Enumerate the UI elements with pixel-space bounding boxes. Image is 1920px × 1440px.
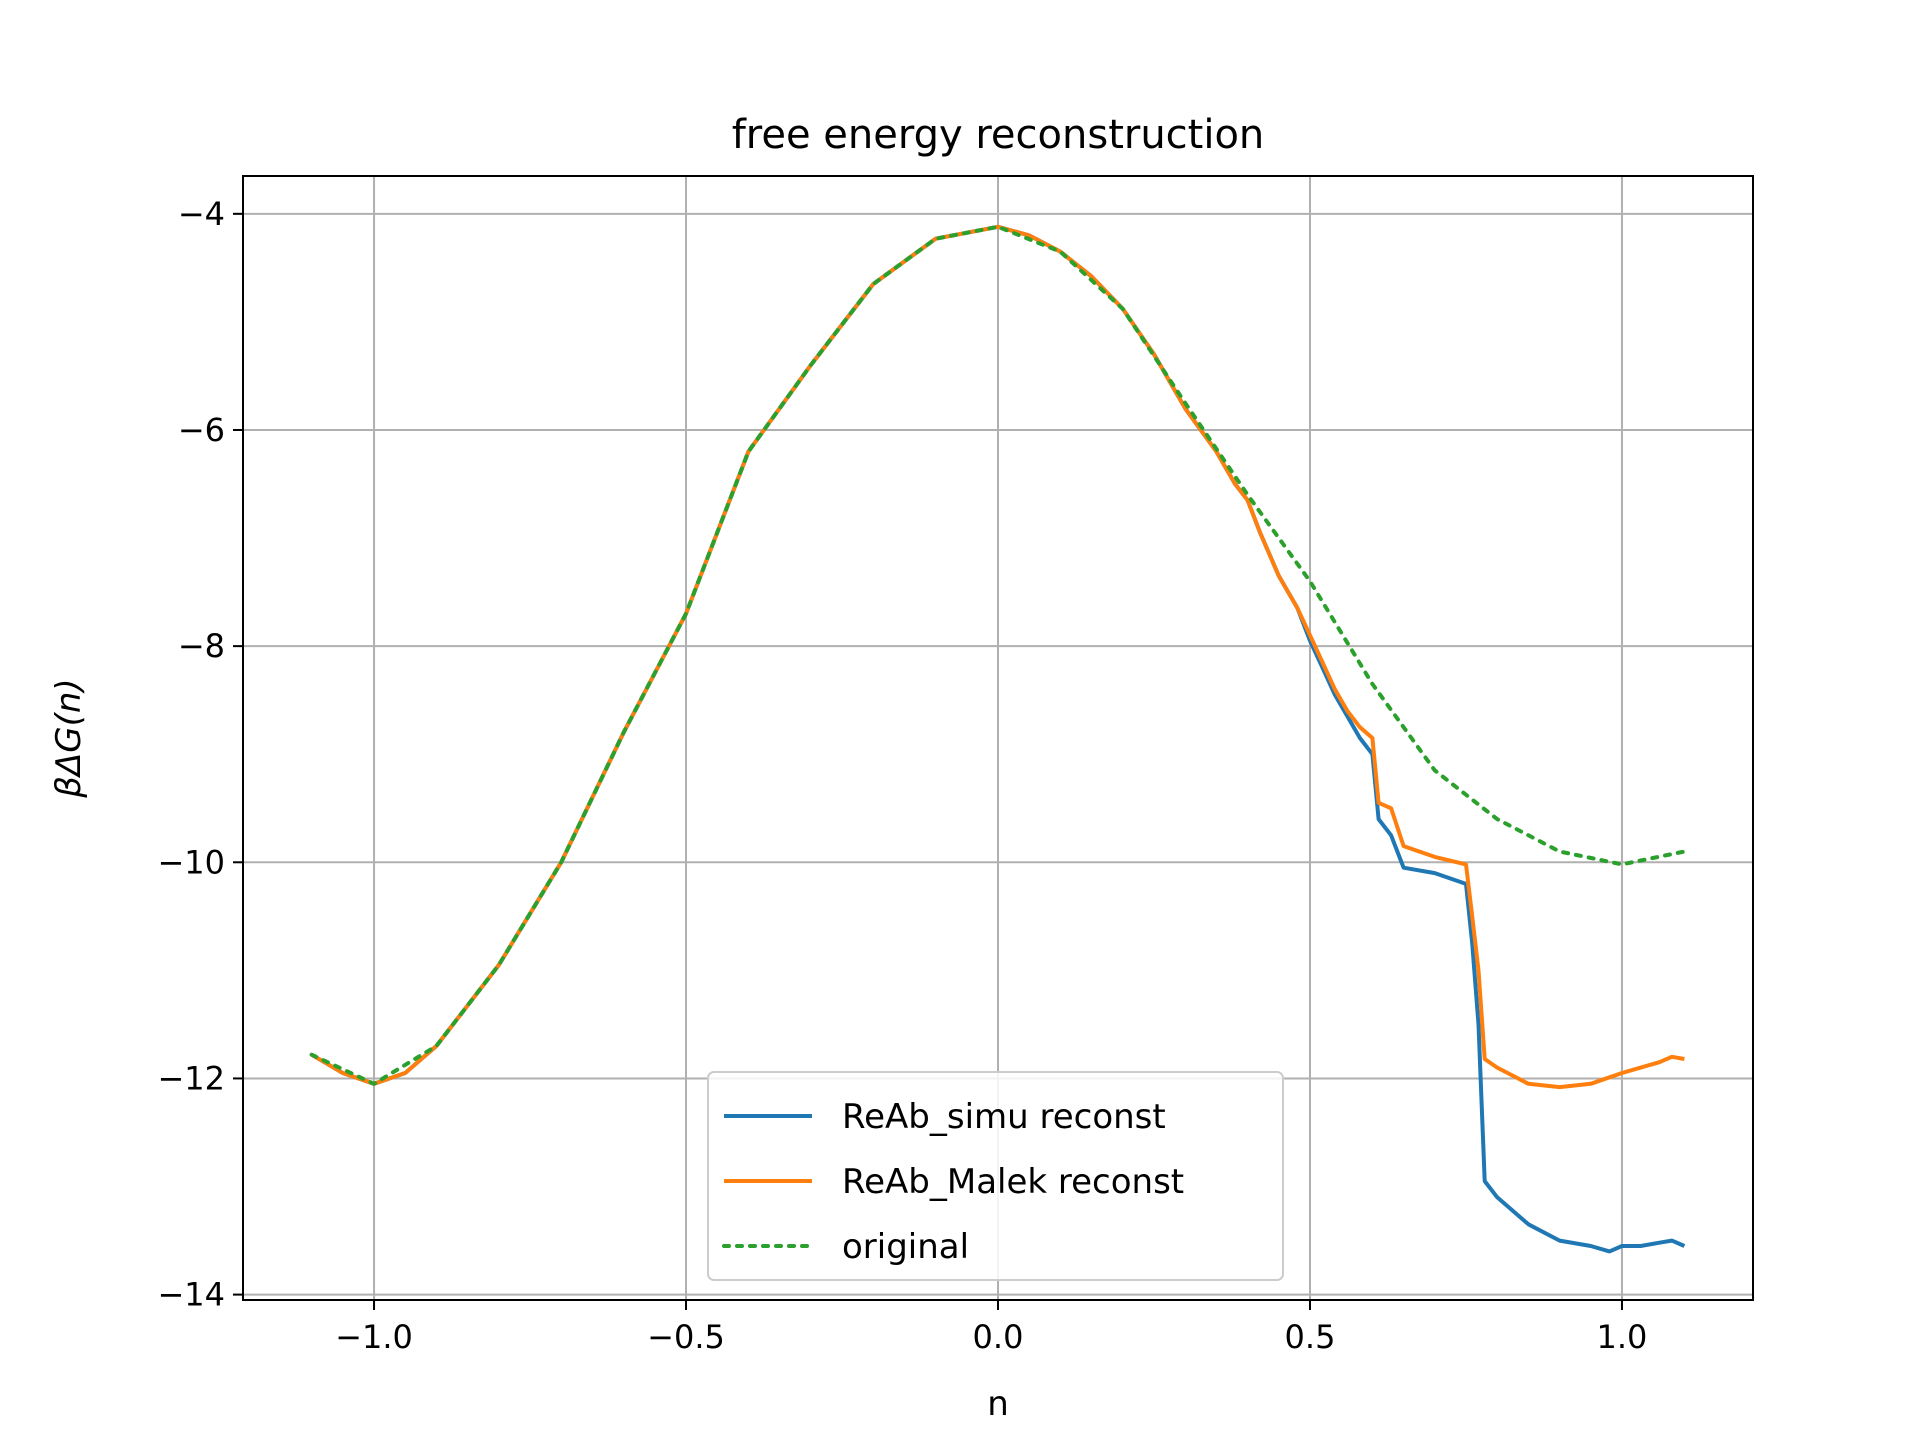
- y-tick-label: −12: [157, 1059, 225, 1097]
- y-axis-label: βΔG(n): [49, 678, 89, 798]
- x-tick-label: −0.5: [647, 1318, 725, 1356]
- series-line-2: [309, 224, 1687, 1086]
- x-ticks: −1.0 −0.5 0.0 0.5 1.0: [335, 1300, 1647, 1356]
- y-ticks: −4 −6 −8 −10 −12 −14: [157, 195, 243, 1314]
- x-tick-label: 1.0: [1597, 1318, 1648, 1356]
- axes-frame: [242, 175, 1754, 1301]
- y-tick-label: −4: [178, 195, 225, 233]
- plot-lines: [309, 224, 1687, 1254]
- x-tick-label: −1.0: [335, 1318, 413, 1356]
- y-tick-label: −10: [157, 843, 225, 881]
- x-tick-label: 0.0: [973, 1318, 1024, 1356]
- legend-label-0: ReAb_simu reconst: [842, 1097, 1166, 1137]
- x-axis-label: n: [987, 1384, 1009, 1424]
- legend-label-1: ReAb_Malek reconst: [842, 1162, 1184, 1202]
- legend-box: [707, 1071, 1284, 1281]
- legend: ReAb_simu reconst ReAb_Malek reconst origi…: [707, 1071, 1284, 1281]
- grid: [243, 176, 1753, 1300]
- x-tick-label: 0.5: [1285, 1318, 1336, 1356]
- y-tick-label: −6: [178, 411, 225, 449]
- legend-label-2: original: [842, 1227, 969, 1267]
- y-tick-label: −8: [178, 627, 225, 665]
- y-tick-label: −14: [157, 1276, 225, 1314]
- chart-title: free energy reconstruction: [732, 112, 1265, 158]
